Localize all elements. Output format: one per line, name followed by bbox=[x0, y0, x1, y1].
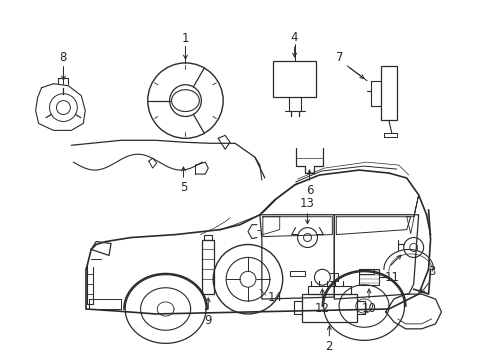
Text: 9: 9 bbox=[204, 314, 212, 327]
Bar bbox=[202, 239, 214, 294]
Bar bbox=[272, 61, 316, 96]
Text: 10: 10 bbox=[361, 302, 376, 315]
Text: 5: 5 bbox=[180, 181, 187, 194]
Text: 4: 4 bbox=[290, 31, 298, 44]
Text: 7: 7 bbox=[335, 51, 343, 64]
Bar bbox=[204, 235, 212, 239]
Text: 13: 13 bbox=[300, 197, 314, 210]
Text: 2: 2 bbox=[325, 340, 332, 353]
Text: 11: 11 bbox=[384, 271, 399, 284]
Text: 8: 8 bbox=[60, 51, 67, 64]
Bar bbox=[380, 66, 396, 121]
Bar bbox=[307, 286, 350, 294]
Text: 14: 14 bbox=[267, 291, 282, 303]
Text: 3: 3 bbox=[427, 265, 434, 278]
Bar bbox=[358, 269, 378, 285]
Text: 6: 6 bbox=[305, 184, 313, 197]
Bar bbox=[301, 294, 356, 322]
Text: 12: 12 bbox=[314, 302, 329, 315]
Text: 1: 1 bbox=[182, 32, 189, 45]
